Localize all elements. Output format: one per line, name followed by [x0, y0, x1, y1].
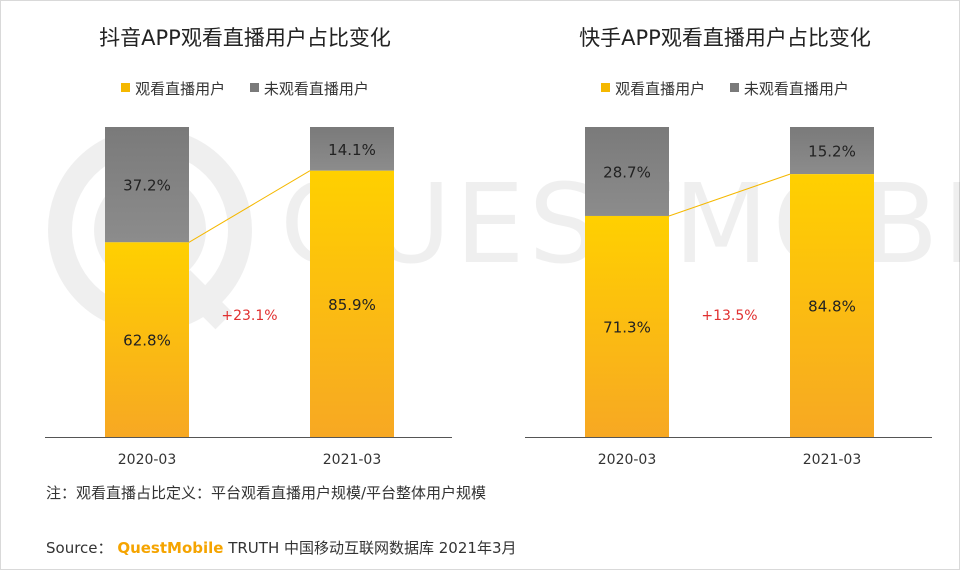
chart-title: 抖音APP观看直播用户占比变化 — [99, 26, 391, 50]
x-tick-label: 2021-03 — [323, 452, 382, 468]
legend: 观看直播用户 未观看直播用户 — [520, 78, 930, 99]
chart-plot-kuaishou: 28.7% 71.3% 2020-03 15.2% 84.8% 2021-03 +13.5% — [525, 127, 932, 468]
bar-not-watched-2020-03 — [105, 127, 189, 243]
legend-item-watched: 观看直播用户 — [121, 78, 225, 99]
data-label-watched: 84.8% — [808, 298, 856, 316]
legend-label-not-watched: 未观看直播用户 — [743, 80, 849, 98]
bar-not-watched-2021-03 — [310, 127, 394, 171]
legend-swatch-watched — [601, 83, 611, 92]
bar-not-watched-2020-03 — [585, 127, 669, 216]
data-label-not-watched: 37.2% — [123, 177, 171, 195]
legend-item-not-watched: 未观看直播用户 — [729, 78, 849, 99]
connector-line — [188, 170, 311, 243]
delta-label: +23.1% — [221, 308, 277, 324]
legend-label-not-watched: 未观看直播用户 — [263, 80, 369, 98]
source-rest: TRUTH 中国移动互联网数据库 2021年3月 — [223, 539, 517, 557]
legend-swatch-watched — [121, 83, 131, 92]
x-tick-label: 2020-03 — [118, 452, 177, 468]
bar-watched-2020-03 — [585, 215, 669, 437]
data-label-not-watched: 14.1% — [328, 141, 376, 159]
chart-plot-douyin: 37.2% 62.8% 2020-03 14.1% 85.9% 2021-03 +23.1% — [45, 127, 452, 468]
data-label-watched: 71.3% — [603, 318, 651, 336]
source-line: Source： QuestMobile TRUTH 中国移动互联网数据库 202… — [46, 537, 516, 558]
legend-item-not-watched: 未观看直播用户 — [249, 78, 369, 99]
legend-item-watched: 观看直播用户 — [601, 78, 705, 99]
source-brand: QuestMobile — [117, 539, 224, 557]
legend-label-watched: 观看直播用户 — [135, 80, 226, 98]
data-label-watched: 85.9% — [328, 296, 376, 314]
bar-watched-2021-03 — [790, 174, 874, 437]
legend-swatch-not-watched — [729, 83, 739, 92]
x-tick-label: 2020-03 — [598, 452, 657, 468]
bar-not-watched-2021-03 — [790, 127, 874, 175]
legend: 观看直播用户 未观看直播用户 — [40, 78, 450, 99]
chart-title: 快手APP观看直播用户占比变化 — [579, 26, 871, 50]
data-label-watched: 62.8% — [123, 332, 171, 350]
bar-watched-2020-03 — [105, 242, 189, 437]
connector-line — [668, 173, 791, 217]
data-label-not-watched: 28.7% — [603, 163, 651, 181]
footnote: 注：观看直播占比定义：平台观看直播用户规模/平台整体用户规模 — [46, 484, 487, 502]
legend-swatch-not-watched — [249, 83, 259, 92]
bar-watched-2021-03 — [310, 170, 394, 437]
legend-label-watched: 观看直播用户 — [615, 80, 706, 98]
source-prefix: Source： — [46, 539, 113, 557]
data-label-not-watched: 15.2% — [808, 143, 856, 161]
x-tick-label: 2021-03 — [803, 452, 862, 468]
delta-label: +13.5% — [701, 308, 757, 324]
